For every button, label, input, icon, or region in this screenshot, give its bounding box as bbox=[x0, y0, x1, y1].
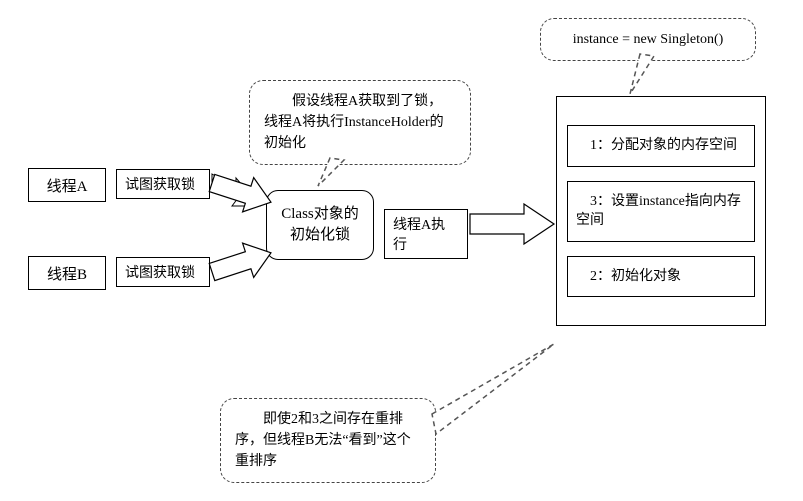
step-2-text: 2：初始化对象 bbox=[576, 269, 681, 284]
step-3-text: 3：设置instance指向内存空间 bbox=[576, 194, 741, 229]
callout-instance-new-text: instance = new Singleton() bbox=[573, 32, 724, 47]
arrow-label-try-a: 试图获取锁 bbox=[116, 169, 210, 199]
step-2: 2：初始化对象 bbox=[567, 256, 755, 298]
try-lock-b-text: 试图获取锁 bbox=[125, 266, 195, 281]
thread-a-box: 线程A bbox=[28, 168, 106, 202]
callout-reorder: 即使2和3之间存在重排序，但线程B无法“看到”这个重排序 bbox=[220, 398, 436, 483]
callout-reorder-text: 即使2和3之间存在重排序，但线程B无法“看到”这个重排序 bbox=[235, 412, 411, 469]
a-exec-text: 线程A执行 bbox=[393, 218, 445, 253]
thread-b-box: 线程B bbox=[28, 256, 106, 290]
steps-container: 1：分配对象的内存空间 3：设置instance指向内存空间 2：初始化对象 bbox=[556, 96, 766, 326]
step-3: 3：设置instance指向内存空间 bbox=[567, 181, 755, 242]
callout-assume-a: 假设线程A获取到了锁，线程A将执行InstanceHolder的初始化 bbox=[249, 80, 471, 165]
thread-a-label: 线程A bbox=[47, 175, 88, 196]
class-init-lock-node: Class对象的 初始化锁 bbox=[266, 190, 374, 260]
callout-instance-new: instance = new Singleton() bbox=[540, 18, 756, 61]
step-1-text: 1：分配对象的内存空间 bbox=[576, 138, 737, 153]
thread-b-label: 线程B bbox=[47, 263, 87, 284]
step-1: 1：分配对象的内存空间 bbox=[567, 125, 755, 167]
callout-assume-a-text: 假设线程A获取到了锁，线程A将执行InstanceHolder的初始化 bbox=[264, 94, 444, 151]
class-init-lock-text: Class对象的 初始化锁 bbox=[281, 204, 359, 246]
try-lock-a-text: 试图获取锁 bbox=[125, 178, 195, 193]
arrow-label-a-exec: 线程A执行 bbox=[384, 209, 468, 259]
arrow-label-try-b: 试图获取锁 bbox=[116, 257, 210, 287]
